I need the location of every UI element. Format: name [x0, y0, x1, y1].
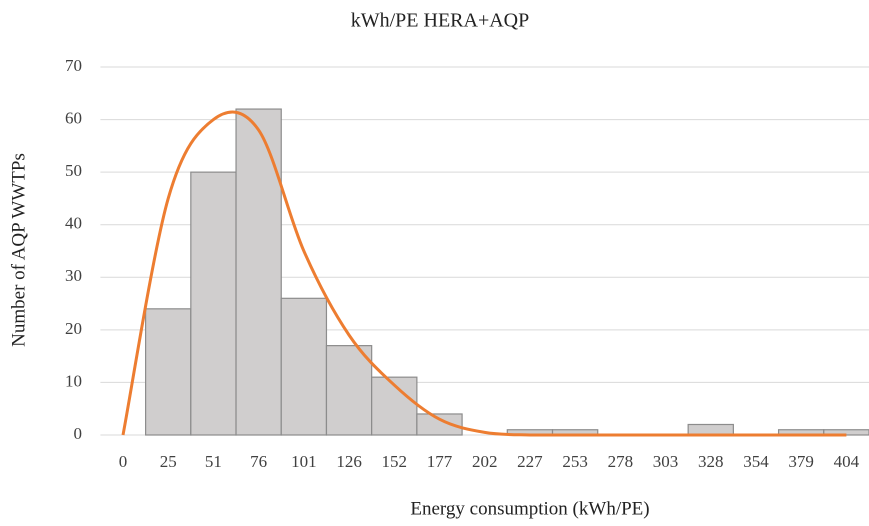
x-tick-label: 379 — [788, 452, 814, 471]
bar — [280, 297, 328, 436]
bar — [687, 423, 734, 436]
y-tick-label: 50 — [65, 161, 82, 180]
x-tick-label: 227 — [517, 452, 543, 471]
bar — [145, 308, 192, 436]
x-tick-label: 404 — [834, 452, 860, 471]
x-tick-label: 126 — [336, 452, 362, 471]
x-tick-label: 328 — [698, 452, 724, 471]
x-tick-label: 253 — [562, 452, 588, 471]
y-tick-label: 60 — [65, 108, 82, 127]
y-tick-label: 0 — [74, 424, 83, 443]
x-tick-label: 0 — [119, 452, 128, 471]
x-tick-label: 152 — [382, 452, 408, 471]
x-axis-title: Energy consumption (kWh/PE) — [410, 498, 649, 519]
y-tick-label: 30 — [65, 266, 82, 285]
y-tick-label: 70 — [65, 56, 82, 75]
bar — [416, 413, 463, 436]
bar — [325, 345, 373, 436]
x-tick-label: 354 — [743, 452, 769, 471]
x-tick-label: 101 — [291, 452, 317, 471]
bar — [190, 171, 237, 436]
x-tick-label: 25 — [160, 452, 177, 471]
x-tick-label: 51 — [205, 452, 222, 471]
chart-title: kWh/PE HERA+AQP — [351, 10, 530, 32]
x-tick-label: 76 — [250, 452, 267, 471]
x-tick-label: 177 — [427, 452, 453, 471]
x-tick-label: 202 — [472, 452, 498, 471]
y-tick-label: 10 — [65, 371, 82, 390]
y-tick-label: 40 — [65, 214, 82, 233]
y-axis-title: Number of AQP WWTPs — [8, 153, 29, 347]
x-tick-label: 278 — [608, 452, 634, 471]
y-tick-label: 20 — [65, 319, 82, 338]
bar — [235, 108, 282, 436]
x-tick-label: 303 — [653, 452, 679, 471]
fit-curve — [121, 110, 847, 437]
